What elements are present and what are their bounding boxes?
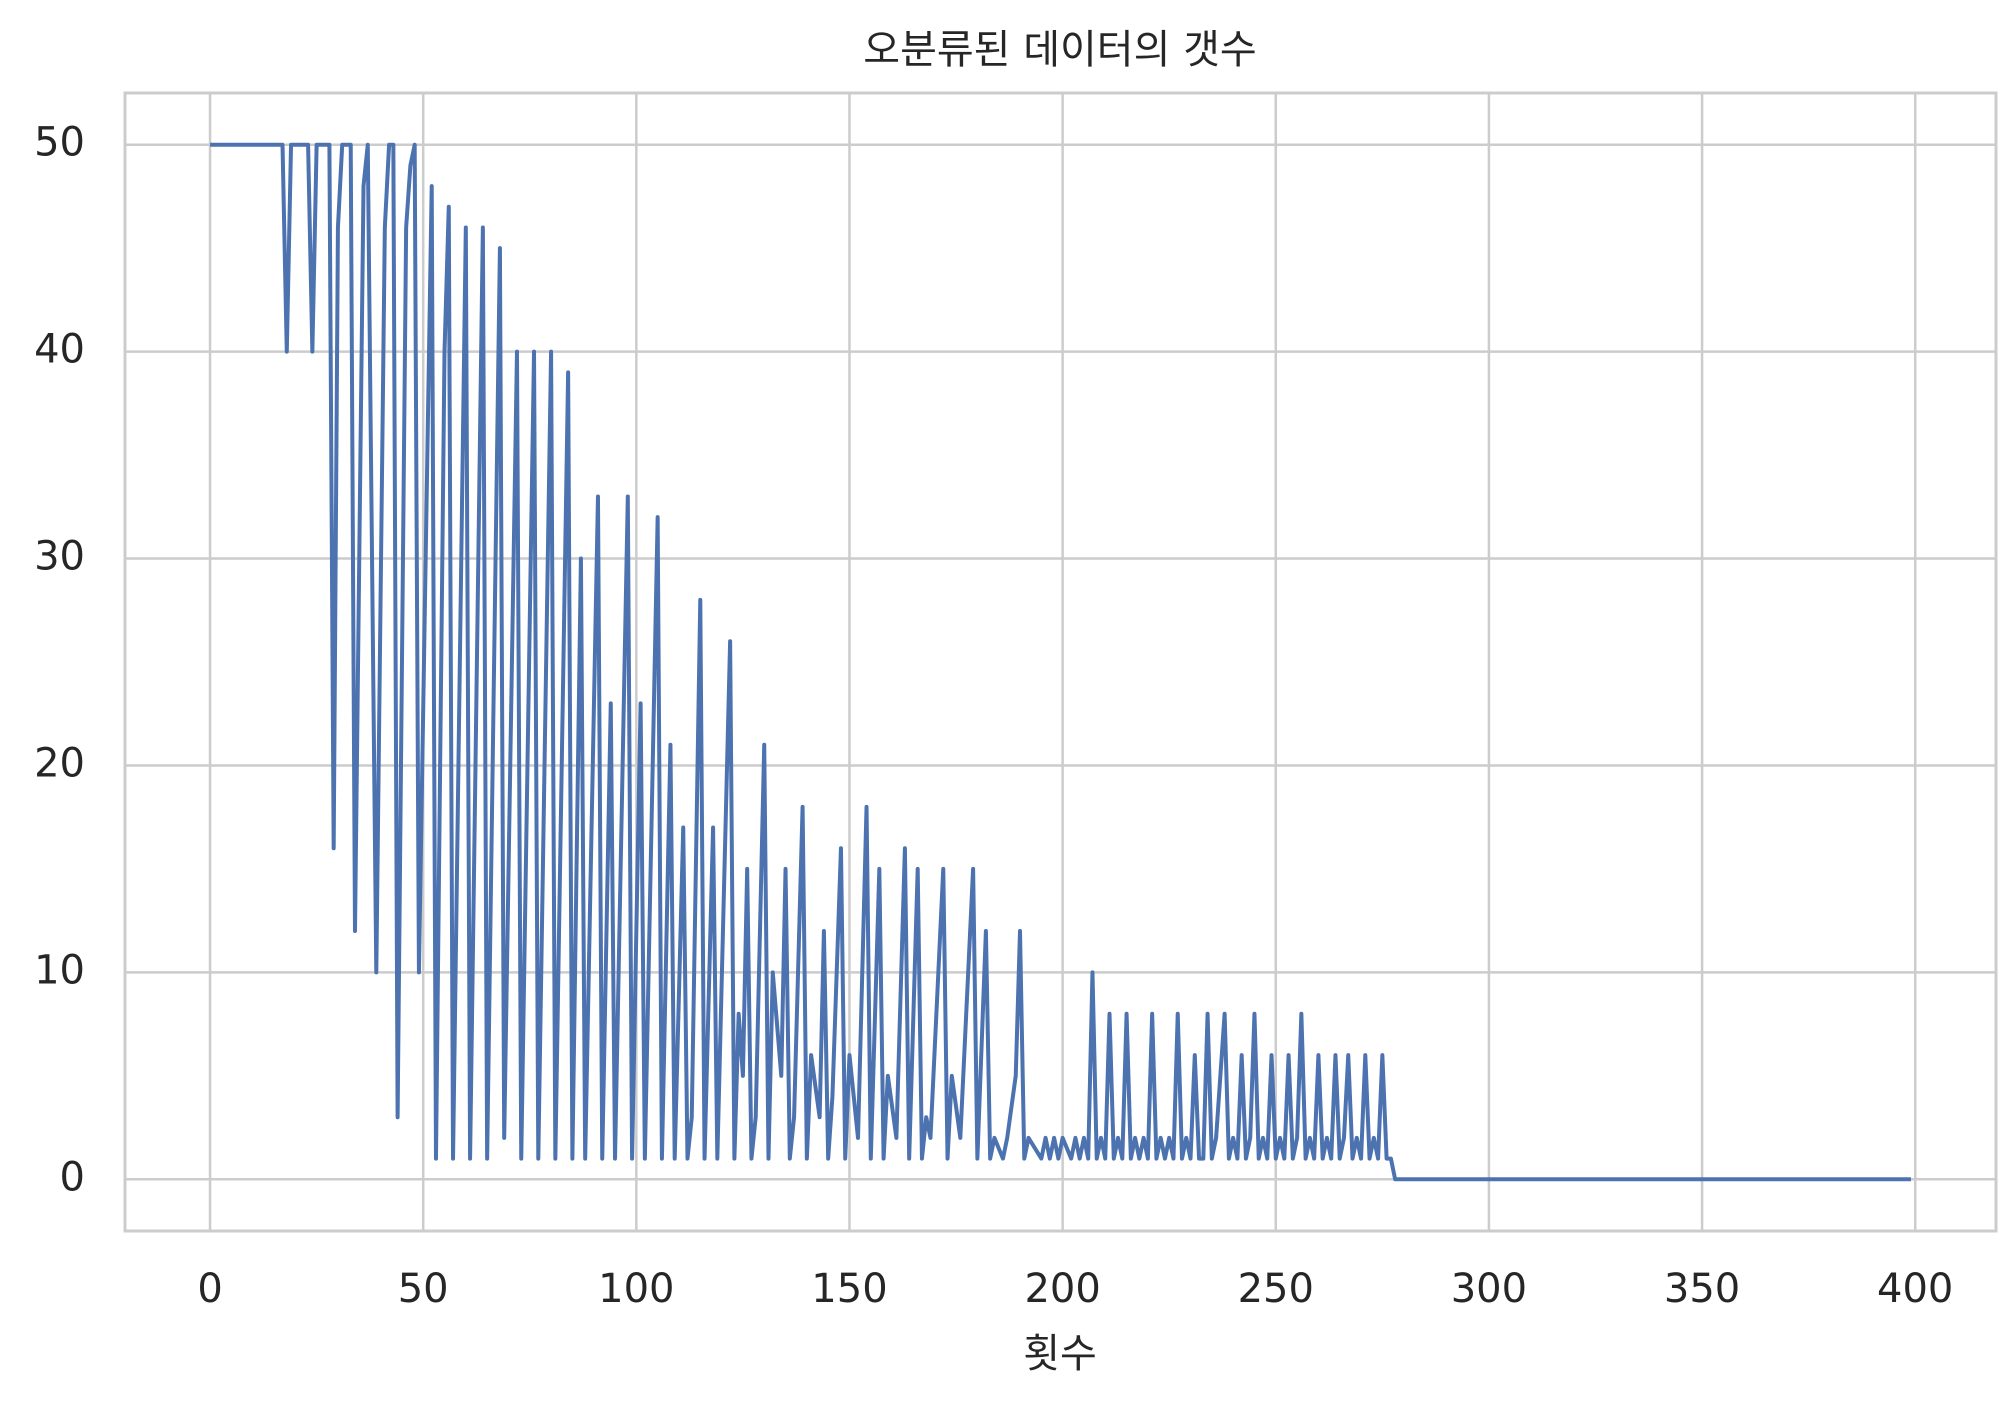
x-tick-label: 350 — [1664, 1266, 1740, 1312]
x-tick-label: 0 — [197, 1266, 222, 1312]
y-tick-label: 0 — [60, 1154, 85, 1200]
x-tick-label: 300 — [1451, 1266, 1527, 1312]
y-tick-label: 30 — [34, 534, 85, 580]
x-tick-label: 200 — [1024, 1266, 1100, 1312]
x-tick-label: 250 — [1238, 1266, 1314, 1312]
line-series — [210, 142, 1911, 1182]
x-tick-label: 100 — [598, 1266, 674, 1312]
x-tick-label: 400 — [1877, 1266, 1953, 1312]
y-tick-label: 40 — [34, 327, 85, 373]
x-tick-label: 150 — [811, 1266, 887, 1312]
chart-title: 오분류된 데이터의 갯수 — [863, 27, 1256, 73]
x-tick-label: 50 — [398, 1266, 449, 1312]
y-tick-label: 50 — [34, 120, 85, 166]
y-tick-label: 20 — [34, 740, 85, 786]
plot-frame — [123, 91, 1998, 1233]
x-axis-label: 횟수 — [1023, 1331, 1097, 1377]
y-tick-label: 10 — [34, 947, 85, 993]
